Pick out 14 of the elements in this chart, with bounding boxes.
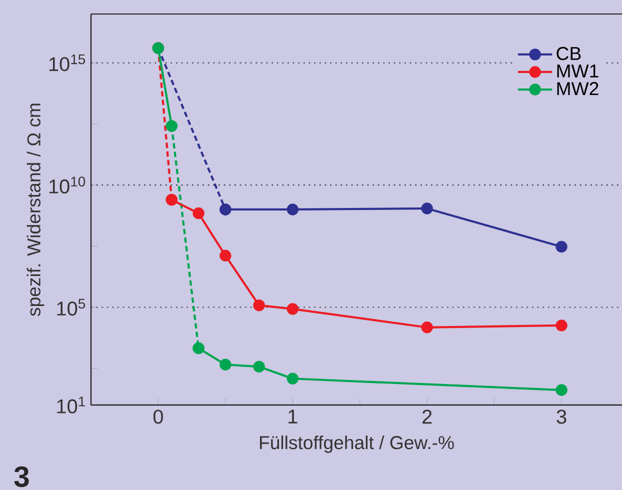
legend-label: MW1 [557,64,598,78]
y-tick-label: 10$^{1}$ [57,396,85,414]
y-tick-label: 10$^{5}$ [57,298,86,316]
y-tick-label: 10$^{15}$ [49,54,86,72]
x-tick-label: 2 [422,410,432,424]
legend-label: CB [556,46,581,60]
x-tick-label: 3 [556,410,566,424]
y-tick-label: 10$^{10}$ [49,176,86,194]
text: 3 [14,466,29,488]
x-tick-label: 1 [288,410,298,424]
x-tick-label: 0 [153,410,163,424]
legend-label: MW2 [557,82,598,96]
x-axis-title: Füllstoffgehalt / Gew.-% [260,436,454,453]
y-axis-title: spezif. Widerstand / Ω cm [26,104,44,316]
